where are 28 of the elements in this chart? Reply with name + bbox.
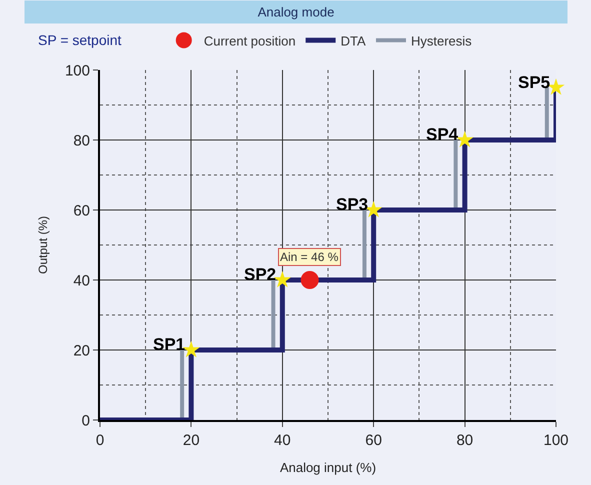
point: [274, 270, 292, 288]
y-axis-title: Output (%): [36, 216, 50, 274]
legend-label: Hysteresis: [410, 33, 472, 48]
chart-title: Analog mode: [258, 4, 334, 20]
x-tick-label: 0: [96, 432, 104, 449]
x-tick-label: 40: [274, 432, 291, 449]
text: SP = setpoint: [38, 32, 122, 48]
x-tick-label: 100: [543, 432, 569, 449]
annotation: SP2: [244, 265, 276, 284]
y-tick-label: 40: [73, 272, 90, 290]
y-tick-label: 100: [64, 62, 90, 80]
y-tick-label: 0: [82, 412, 90, 430]
y-tick-label: 80: [73, 132, 90, 150]
annotation: SP5: [518, 73, 550, 92]
annotation: SP3: [336, 195, 368, 214]
y-tick-label: 20: [73, 342, 90, 360]
legend-label: DTA: [340, 33, 366, 48]
x-tick-label: 80: [456, 432, 474, 449]
x-tick-label: 60: [365, 432, 382, 449]
y-tick-label: 60: [73, 202, 90, 220]
x-axis-title: Analog input (%): [280, 460, 376, 476]
legend-label: Current position: [204, 33, 296, 48]
x-tick-label: 20: [182, 432, 200, 449]
point: [456, 130, 474, 148]
annotation: SP4: [426, 125, 459, 144]
annotation: Ain = 46 %: [280, 250, 339, 264]
point: [300, 271, 319, 289]
annotation: SP1: [153, 335, 186, 354]
